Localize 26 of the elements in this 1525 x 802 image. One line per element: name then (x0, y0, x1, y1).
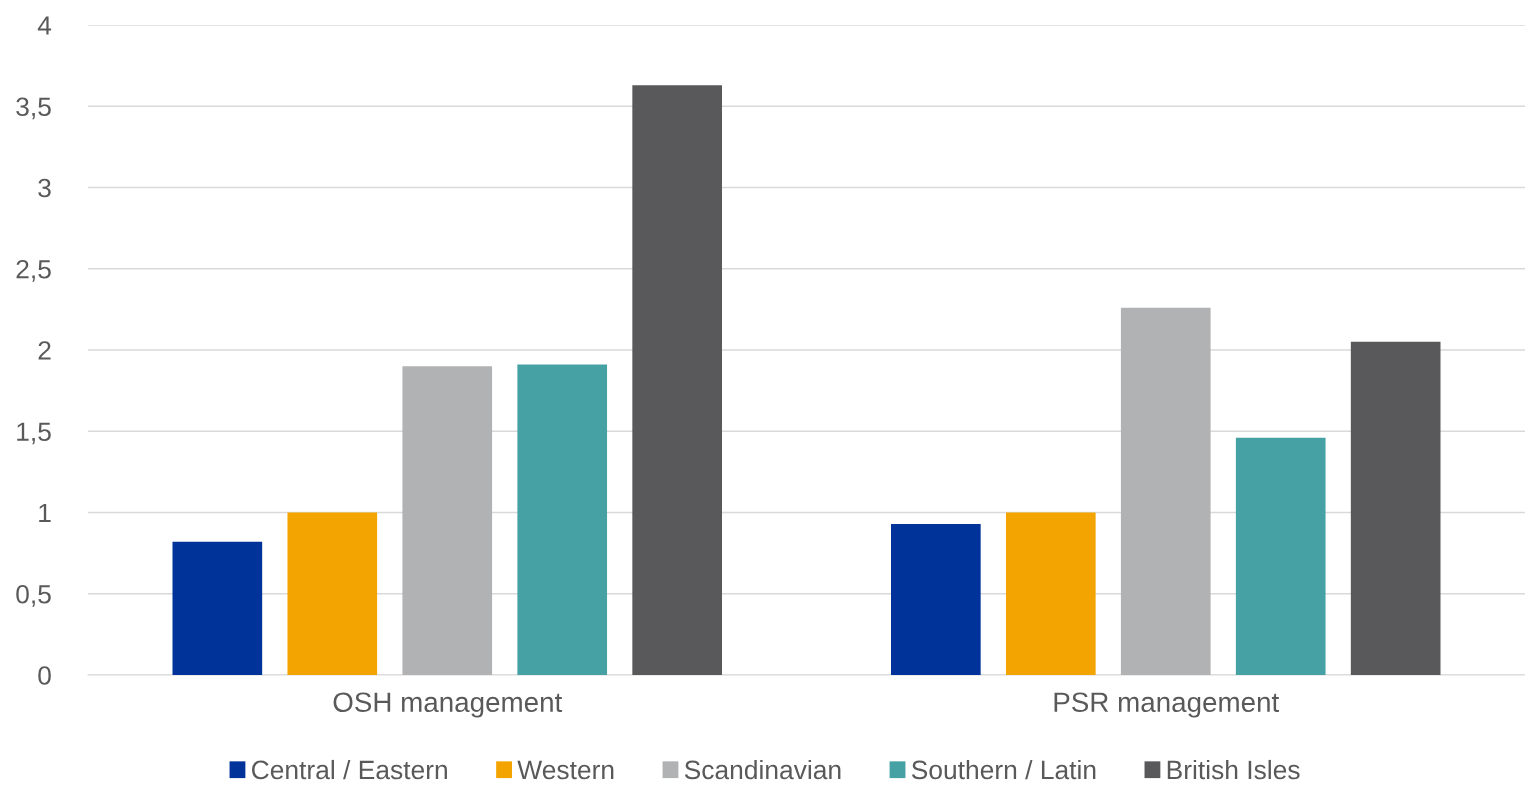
y-tick-label: 2 (38, 341, 51, 360)
y-tick-label: 0,5 (16, 584, 51, 607)
bar (402, 366, 493, 675)
bar (891, 523, 981, 675)
y-tick-label: 0 (38, 666, 51, 685)
bar (172, 541, 263, 675)
legend-label: Central / Eastern (252, 759, 447, 780)
bar (1350, 341, 1441, 675)
bar (287, 512, 378, 675)
x-tick-label: PSR management (1054, 692, 1280, 718)
y-tick-label: 2,5 (16, 259, 51, 282)
y-tick-label: 4 (37, 16, 52, 35)
bar (1120, 307, 1211, 675)
y-tick-label: 3,5 (16, 97, 51, 120)
bar (1005, 512, 1096, 675)
legend-label: Scandinavian (684, 759, 841, 780)
y-tick-label: 1,5 (17, 422, 51, 445)
legend-label: Western (517, 760, 614, 780)
x-tick-label: OSH management (333, 692, 563, 718)
bar (632, 85, 722, 675)
y-tick-label: 1 (39, 503, 51, 523)
legend-label: Southern / Latin (911, 759, 1096, 780)
legend-label: British Isles (1167, 759, 1300, 780)
bar (1235, 437, 1326, 675)
bar (517, 364, 608, 675)
y-tick-label: 3 (38, 178, 51, 198)
